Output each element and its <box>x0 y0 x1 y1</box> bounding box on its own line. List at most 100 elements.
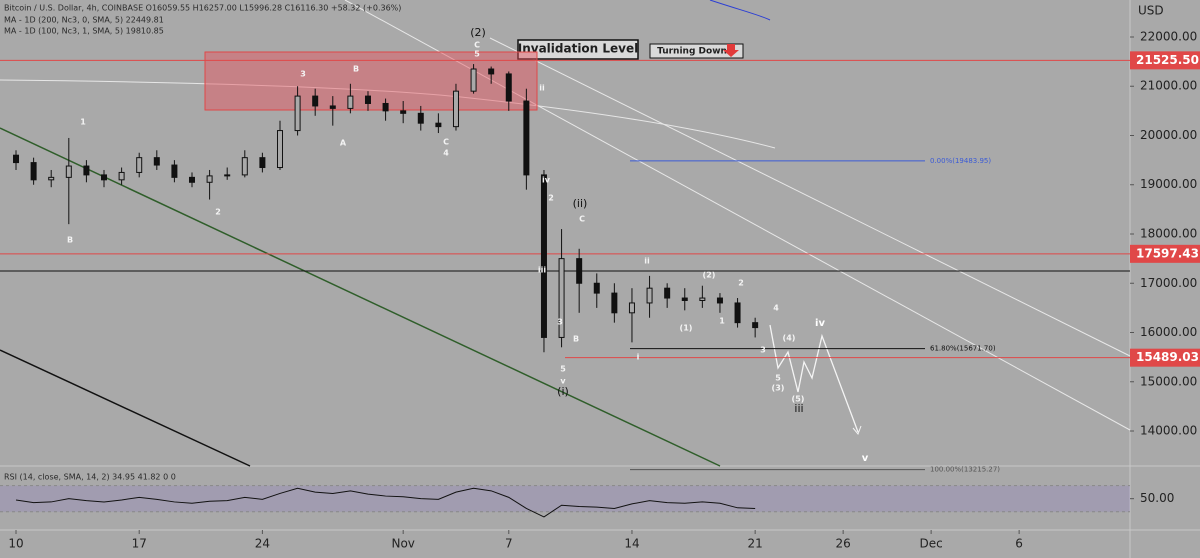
wave-label: (1) <box>680 324 693 333</box>
wave-label: B <box>67 236 73 245</box>
wave-label: 1 <box>719 317 725 326</box>
wave-label: (ii) <box>573 197 588 210</box>
candle-body <box>470 68 477 92</box>
y-tick-label: 20000.00 <box>1140 128 1197 142</box>
candle-body <box>523 100 530 176</box>
wave-label: iii <box>538 266 546 275</box>
candle-body <box>452 90 459 128</box>
wave-label: (2) <box>470 26 486 39</box>
projection-path <box>769 324 859 433</box>
rsi-tick-label: 50.00 <box>1140 491 1174 505</box>
wave-label: 1 <box>80 118 86 127</box>
wave-label: 2 <box>215 208 221 217</box>
candle-body <box>224 174 231 177</box>
y-tick-label: 21000.00 <box>1140 79 1197 93</box>
wave-label: ii <box>644 257 650 266</box>
candle-body <box>628 302 635 314</box>
y-tick-label: 14000.00 <box>1140 424 1197 438</box>
x-tick-label: 24 <box>255 537 270 551</box>
wave-label: 2 <box>548 194 554 203</box>
y-tick-label: 16000.00 <box>1140 325 1197 339</box>
y-tick-label: 19000.00 <box>1140 177 1197 191</box>
wave-label: ii <box>539 84 545 93</box>
symbol-header: Bitcoin / U.S. Dollar, 4h, COINBASE O160… <box>4 4 401 13</box>
y-tick-label: 22000.00 <box>1140 29 1197 43</box>
candle-body <box>136 157 143 173</box>
ma-label: MA - 1D (200, Nc3, 0, SMA, 5) 22449.81 <box>4 16 164 25</box>
wave-label: A <box>340 139 347 148</box>
candle-body <box>752 322 759 329</box>
wave-label: C <box>443 138 449 147</box>
candle-body <box>540 174 547 338</box>
level-label: 17597.43 <box>1136 246 1199 260</box>
y-tick-label: 17000.00 <box>1140 276 1197 290</box>
candle-body <box>294 95 301 132</box>
candle-body <box>716 297 723 304</box>
rsi-band <box>0 485 1130 512</box>
x-tick-label: 21 <box>748 537 763 551</box>
y-tick-label: 15000.00 <box>1140 374 1197 388</box>
candle-body <box>417 112 424 124</box>
wave-label: (2) <box>703 271 716 280</box>
level-tag <box>1130 244 1200 263</box>
turning-box <box>649 43 744 59</box>
candle-body <box>241 157 248 176</box>
rsi-line <box>15 487 756 518</box>
candle-body <box>681 297 688 301</box>
wave-label: B <box>353 65 359 74</box>
candle-body <box>400 110 407 114</box>
x-tick-label: 14 <box>624 537 639 551</box>
candle-body <box>312 95 319 107</box>
candle-body <box>30 162 37 181</box>
ma-label: MA - 1D (100, Nc3, 1, SMA, 5) 19810.85 <box>4 27 164 36</box>
candle-body <box>558 258 565 338</box>
x-tick-label: 7 <box>505 537 513 551</box>
candle-body <box>48 176 55 181</box>
candle-body <box>646 287 653 304</box>
candle-body <box>382 102 389 112</box>
candle-body <box>664 287 671 299</box>
level-label: 21525.50 <box>1136 53 1199 67</box>
candle-body <box>65 165 72 178</box>
wave-label: (4) <box>783 334 796 343</box>
down-arrow <box>723 44 739 57</box>
candle-body <box>118 171 125 181</box>
invalidation-label: Invalidation Level <box>518 42 639 56</box>
x-tick-label: 6 <box>1015 537 1023 551</box>
candle-body <box>611 292 618 314</box>
wave-label: (5) <box>792 395 805 404</box>
wave-label: C <box>579 215 585 224</box>
level-label: 15489.03 <box>1136 350 1199 364</box>
fib-label: 0.00%(19483.95) <box>930 157 991 165</box>
candle-body <box>171 164 178 178</box>
candle-body <box>488 68 495 75</box>
wave-label: 3 <box>300 70 306 79</box>
currency-label: USD <box>1138 4 1164 18</box>
candle-body <box>435 122 442 128</box>
wave-label: (i) <box>557 385 569 398</box>
level-tag <box>1130 51 1200 70</box>
candle-body <box>276 130 283 169</box>
candle-body <box>101 174 108 181</box>
wave-label: 4 <box>443 149 449 158</box>
level-tag <box>1130 348 1200 367</box>
wave-label: B <box>573 335 579 344</box>
candle-body <box>206 175 213 183</box>
channel-line <box>489 37 1131 357</box>
candle-body <box>13 154 20 164</box>
projection-arrow <box>852 425 862 435</box>
invalidation-box <box>517 39 639 60</box>
wave-label: C <box>474 41 480 50</box>
candle-body <box>153 157 160 166</box>
x-tick-label: Nov <box>391 537 414 551</box>
candle-body <box>505 73 512 102</box>
x-tick-label: 26 <box>836 537 851 551</box>
trend-line <box>0 127 721 467</box>
wave-label: iv <box>815 318 825 329</box>
candle-body <box>188 176 195 183</box>
wave-label: 5 <box>775 374 781 383</box>
wave-label: iii <box>794 402 803 415</box>
fib-label: 100.00%(13215.27) <box>930 466 1000 474</box>
candle-body <box>734 302 741 324</box>
